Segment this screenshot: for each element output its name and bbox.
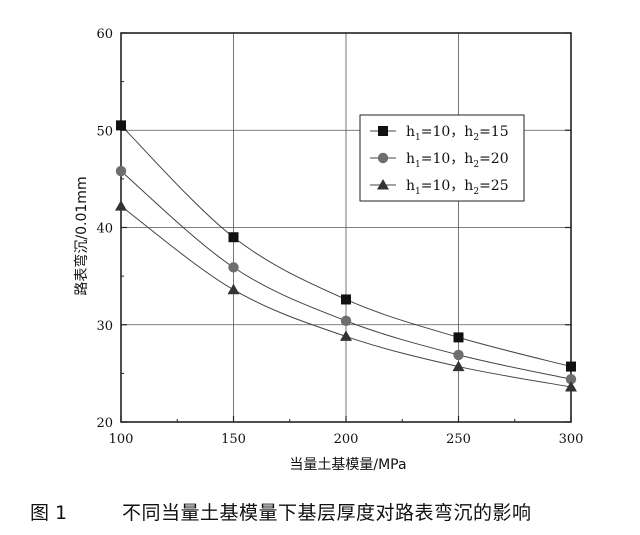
x-tick-label: 200 <box>334 432 359 447</box>
legend-marker-circle <box>377 152 389 164</box>
y-tick-label: 50 <box>96 124 113 139</box>
data-point-circle <box>453 349 464 361</box>
series-layer <box>115 120 577 392</box>
series-3 <box>115 200 577 392</box>
grid-lines <box>121 33 571 422</box>
legend-entry-2: h1=10，h2=20 <box>370 151 509 170</box>
y-tick-label: 20 <box>96 416 113 431</box>
x-tick-label: 150 <box>221 432 246 447</box>
y-axis-label: 路表弯沉/0.01mm <box>73 176 90 295</box>
data-point-triangle <box>452 360 465 372</box>
figure-number: 图 1 <box>30 502 68 524</box>
data-point-triangle <box>227 283 240 295</box>
y-tick-label: 40 <box>96 222 113 237</box>
legend-label: h1=10，h2=15 <box>406 124 509 143</box>
figure-title: 不同当量土基模量下基层厚度对路表弯沉的影响 <box>122 502 532 524</box>
data-point-circle <box>340 315 352 327</box>
series-2 <box>115 165 577 385</box>
data-point-square <box>228 232 239 243</box>
data-point-square <box>116 120 126 131</box>
legend: h1=10，h2=15 h1=10，h2=20 h1=10，h2=25 <box>359 114 525 202</box>
x-tick-label: 300 <box>559 432 584 447</box>
data-point-triangle <box>340 330 352 341</box>
data-point-circle <box>228 262 239 273</box>
data-point-circle <box>565 374 577 385</box>
data-point-square <box>566 361 576 372</box>
x-axis-label: 当量土基模量/MPa <box>289 456 406 473</box>
x-tick-label: 100 <box>109 432 134 447</box>
legend-label: h1=10，h2=25 <box>406 178 509 197</box>
axis-ticks: 100 150 200 250 300 20 30 40 50 60 <box>96 27 583 447</box>
y-tick-label: 60 <box>96 27 113 42</box>
series-1 <box>116 120 576 372</box>
legend-marker-square <box>378 126 388 136</box>
legend-label: h1=10，h2=20 <box>406 151 509 170</box>
data-point-triangle <box>115 200 127 211</box>
x-tick-label: 250 <box>446 432 471 447</box>
data-point-triangle <box>565 380 577 392</box>
legend-marker-triangle <box>377 179 389 190</box>
y-tick-label: 30 <box>96 319 113 334</box>
figure-caption: 图 1 不同当量土基模量下基层厚度对路表弯沉的影响 <box>0 498 640 528</box>
legend-entry-3: h1=10，h2=25 <box>370 178 509 197</box>
data-point-square <box>341 294 351 305</box>
data-point-square <box>453 332 464 343</box>
data-point-circle <box>115 165 127 177</box>
legend-entry-1: h1=10，h2=15 <box>370 124 509 143</box>
